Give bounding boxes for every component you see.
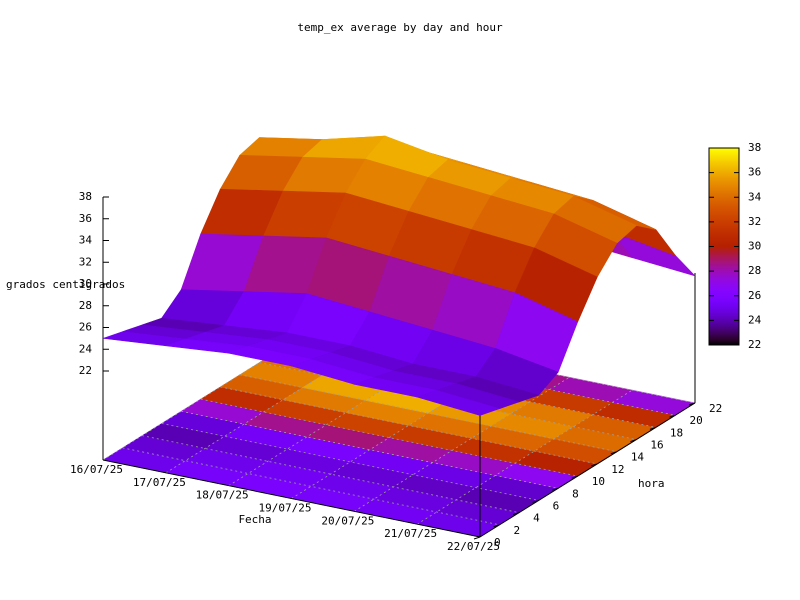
x-axis-label: Fecha: [238, 513, 271, 526]
x-tick-label: 22/07/25: [447, 540, 500, 553]
y-tick-label: 14: [631, 451, 645, 464]
grid-line: [142, 435, 520, 514]
z-tick-label: 26: [79, 321, 92, 334]
grid-line: [220, 386, 598, 465]
y-tick-label: 8: [572, 487, 579, 500]
chart-title: temp_ex average by day and hour: [297, 21, 503, 34]
z-tick-label: 38: [79, 190, 92, 203]
z-tick-label: 32: [79, 255, 92, 268]
y-tick-label: 22: [709, 402, 722, 415]
x-tick-label: 16/07/25: [70, 463, 123, 476]
y-tick-label: 2: [514, 524, 521, 537]
y-tick: [512, 512, 520, 516]
y-tick-label: 12: [611, 463, 624, 476]
y-tick: [669, 414, 676, 418]
grid-line: [354, 376, 570, 512]
grid-line: [161, 423, 539, 501]
x-tick-label: 21/07/25: [384, 527, 437, 540]
colorbox-tick-label: 26: [748, 289, 761, 302]
y-tick-label: 10: [592, 475, 605, 488]
z-tick-label: 36: [79, 212, 92, 225]
y-tick: [688, 402, 696, 406]
colorbox-tick-label: 22: [748, 338, 761, 351]
x-tick-label: 18/07/25: [196, 489, 249, 502]
colorbox-tick-label: 28: [748, 264, 761, 277]
x-tick-label: 20/07/25: [321, 514, 374, 527]
colorbox-tick-label: 32: [748, 215, 761, 228]
y-tick-label: 4: [533, 512, 540, 525]
y-tick: [473, 536, 481, 540]
y-tick-label: 6: [553, 499, 560, 512]
y-tick: [532, 499, 539, 503]
surface-quad: [416, 390, 501, 416]
z-tick-label: 22: [79, 364, 92, 377]
y-tick: [493, 524, 500, 528]
z-tick-label: 34: [79, 234, 93, 247]
grid-line: [278, 349, 656, 428]
grid-line: [181, 410, 559, 489]
colorbox-tick-label: 36: [748, 166, 761, 179]
y-tick-label: 16: [650, 439, 663, 452]
axis-line: [479, 402, 696, 538]
grid-line: [259, 362, 637, 440]
axis-line: [102, 459, 481, 538]
grid-line: [416, 389, 633, 525]
z-tick-label: 24: [79, 342, 93, 355]
y-tick-label: 0: [494, 536, 501, 549]
colorbox-tick-label: 24: [748, 313, 762, 326]
grid-line: [200, 398, 578, 477]
y-axis-label: hora: [638, 477, 665, 490]
x-tick-label: 19/07/25: [259, 502, 312, 515]
grid-line: [298, 337, 676, 416]
grid-line: [239, 374, 617, 453]
y-tick-label: 20: [689, 414, 702, 427]
y-tick: [610, 451, 617, 455]
colorbox-tick-label: 34: [748, 190, 762, 203]
grid-line: [317, 325, 696, 404]
y-tick: [552, 487, 559, 491]
y-tick: [591, 463, 598, 467]
y-tick-label: 18: [670, 426, 683, 439]
y-tick: [571, 475, 578, 479]
colorbox-tick-label: 38: [748, 141, 761, 154]
z-tick-label: 30: [79, 277, 92, 290]
x-tick-label: 17/07/25: [133, 476, 186, 489]
grid-line: [122, 447, 500, 526]
y-tick: [649, 426, 657, 430]
colorbox-tick-label: 30: [748, 240, 761, 253]
y-tick: [630, 439, 637, 443]
z-tick-label: 28: [79, 299, 92, 312]
z-axis-label: grados centigrados: [6, 278, 125, 291]
